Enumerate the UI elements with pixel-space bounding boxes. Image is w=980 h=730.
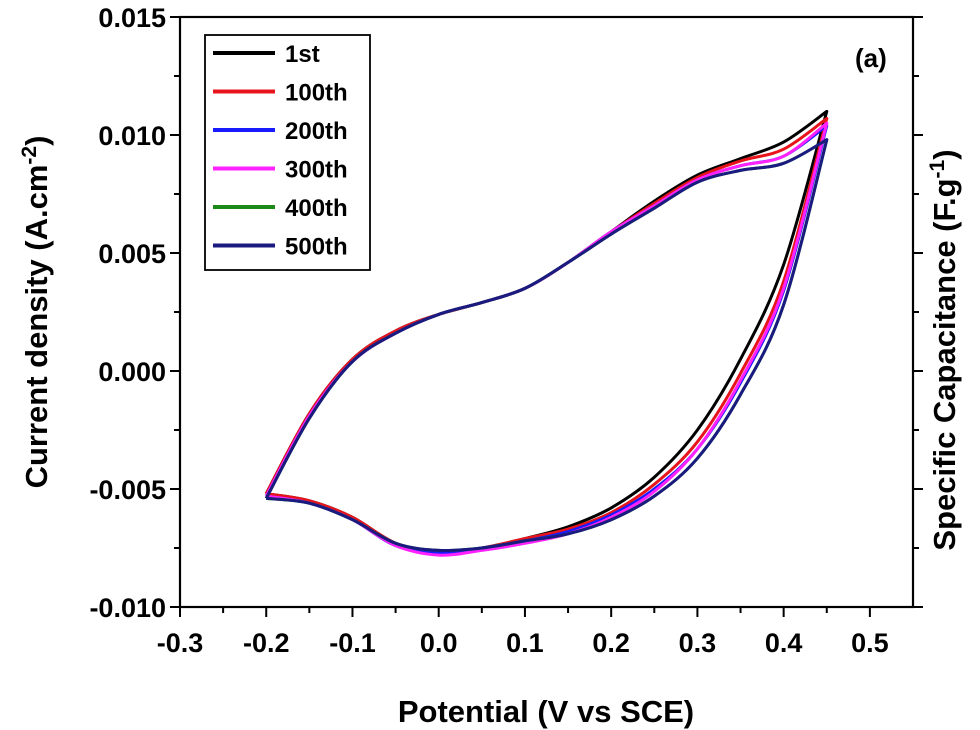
x-tick-label: 0.0 bbox=[420, 628, 458, 658]
y2-axis-title-sup: -1 bbox=[926, 159, 949, 178]
y-tick-label: 0.015 bbox=[98, 3, 166, 33]
y-tick-label: 0.005 bbox=[98, 239, 166, 269]
y-axis-title-main: Current density (A.cm bbox=[19, 165, 54, 489]
x-tick-label: 0.1 bbox=[506, 628, 544, 658]
y-tick-label: -0.005 bbox=[89, 475, 166, 505]
ticks-layer: -0.3 -0.2 -0.1 0.0 0.1 0.2 0.3 0.4 0.5 -0.010 -0.0… bbox=[89, 3, 923, 658]
y2-axis-title-main: Specific Capacitance (F.g bbox=[927, 178, 962, 550]
y-tick-label: 0.000 bbox=[98, 357, 166, 387]
y-tick-label: -0.010 bbox=[89, 593, 166, 623]
legend-box bbox=[204, 34, 371, 271]
x-tick-label: 0.2 bbox=[592, 628, 630, 658]
legend-label: 1st bbox=[285, 41, 320, 68]
y-axis-title-tail: ) bbox=[19, 136, 54, 146]
y-axis-title: Current density (A.cm-2) bbox=[18, 136, 55, 489]
legend-label: 400th bbox=[285, 195, 348, 222]
x-tick-label: -0.2 bbox=[243, 628, 290, 658]
y2-axis-title: Specific Capacitance (F.g-1) bbox=[926, 149, 963, 550]
x-tick-label: -0.3 bbox=[157, 628, 204, 658]
x-tick-label: 0.5 bbox=[851, 628, 889, 658]
y-tick-label: 0.010 bbox=[98, 121, 166, 151]
legend-label: 300th bbox=[285, 157, 348, 184]
y-axis-title-sup: -2 bbox=[18, 146, 41, 165]
x-tick-label: 0.3 bbox=[679, 628, 717, 658]
y2-axis-title-tail: ) bbox=[927, 149, 962, 159]
x-tick-label: 0.4 bbox=[765, 628, 803, 658]
panel-label: (a) bbox=[855, 43, 887, 73]
legend: 1st 100th 200th 300th 400th 500th bbox=[204, 34, 371, 271]
legend-label: 200th bbox=[285, 118, 348, 145]
legend-label: 500th bbox=[285, 234, 348, 261]
x-axis-title: Potential (V vs SCE) bbox=[398, 694, 694, 729]
series-layer bbox=[264, 109, 829, 557]
x-tick-label: -0.1 bbox=[329, 628, 376, 658]
legend-label: 100th bbox=[285, 80, 348, 107]
series-line-6 bbox=[264, 138, 829, 553]
